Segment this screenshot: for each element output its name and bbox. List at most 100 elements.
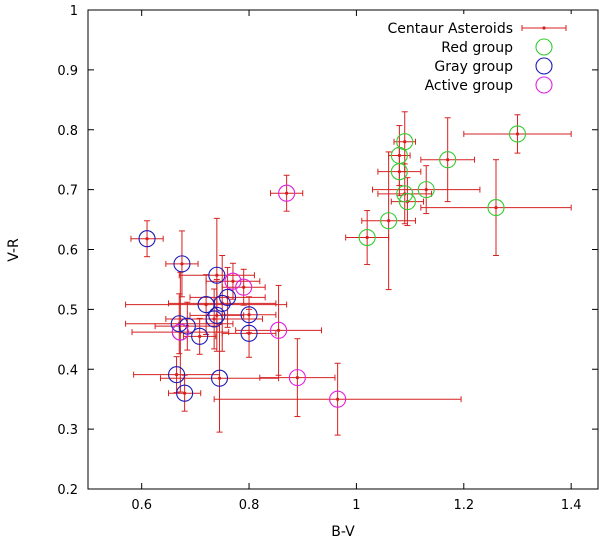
legend-marker-red-group	[535, 38, 553, 56]
active-group-point	[224, 272, 242, 290]
legend-markers	[521, 25, 567, 94]
legend-marker-gray-group	[535, 57, 553, 75]
data-point-errorbar	[189, 278, 245, 352]
x-tick-label: 1.4	[561, 498, 582, 513]
y-tick-label: 0.9	[57, 64, 78, 79]
legend-label-gray-group: Gray group	[434, 59, 513, 75]
data-point-dot	[247, 331, 251, 335]
data-point-dot	[336, 397, 340, 401]
gray-group-point	[168, 366, 186, 384]
y-tick-label: 0.6	[57, 244, 78, 259]
y-tick-label: 0.7	[57, 184, 78, 199]
data-point-dot	[276, 328, 281, 332]
data-point-dot	[403, 140, 407, 144]
x-tick-label: 0.8	[239, 498, 260, 513]
x-tick-label: 1	[352, 498, 360, 513]
x-tick-label: 0.6	[131, 498, 152, 513]
data-point-errorbar	[221, 308, 277, 358]
data-point-dot	[145, 237, 149, 241]
data-point-errorbar	[213, 362, 462, 436]
active-group-point	[278, 184, 296, 202]
data-point-errorbar	[372, 165, 481, 215]
legend-label-red-group: Red group	[441, 40, 513, 56]
data-point-errorbar	[165, 230, 199, 298]
gray-group-point	[208, 306, 226, 324]
data-point-dot	[183, 391, 187, 395]
x-tick-label: 1.2	[453, 498, 474, 513]
data-point-dot	[515, 132, 520, 136]
x-axis-ticks: 0.6 0.8 1 1.2 1.4	[131, 10, 582, 513]
legend-errorbar-dot	[542, 26, 546, 30]
gray-group-point	[240, 306, 258, 324]
red-group-point	[380, 212, 398, 230]
red-group-point	[508, 125, 527, 143]
data-point-errorbar	[168, 374, 202, 412]
gray-group-point	[173, 255, 191, 273]
gray-group-point	[191, 327, 209, 345]
data-point-errorbar	[345, 210, 390, 265]
legend: Centaur Asteroids Red group Gray group A…	[358, 14, 580, 96]
data-point-errorbar	[361, 151, 416, 291]
red-group-point	[396, 185, 414, 203]
data-point-dot	[212, 317, 216, 321]
data-point-dot	[217, 376, 222, 380]
gray-group-point	[205, 310, 223, 328]
data-point-errorbar	[235, 284, 323, 376]
gray-group-point	[210, 369, 229, 387]
gray-group-point	[178, 317, 196, 335]
data-point-errorbar	[259, 338, 336, 418]
legend-marker-active-group	[535, 76, 553, 94]
gray-group-point	[138, 230, 156, 248]
red-group-point	[390, 163, 408, 181]
data-point-dot	[215, 273, 219, 277]
data-point-errorbar	[420, 159, 572, 256]
data-point-dot	[198, 334, 202, 338]
data-point-dot	[365, 235, 369, 240]
y-tick-label: 1	[70, 4, 78, 19]
data-point-errorbar	[130, 220, 164, 258]
data-point-errorbar	[420, 117, 476, 203]
x-axis-label: B-V	[331, 524, 355, 540]
red-group-point	[439, 151, 457, 169]
data-point-dot	[215, 313, 219, 317]
gray-group-point	[240, 324, 258, 342]
data-point-dot	[397, 170, 401, 174]
data-point-dot	[295, 376, 299, 380]
data-point-errorbar	[125, 274, 288, 336]
gray-group-point	[170, 315, 188, 333]
gray-group-point	[219, 288, 237, 306]
active-group-point	[235, 278, 253, 296]
data-point-errorbar	[463, 114, 572, 154]
data-point-dot	[424, 188, 428, 192]
y-tick-label: 0.4	[57, 363, 78, 378]
data-point-dot	[231, 279, 235, 283]
active-group-point	[288, 369, 306, 387]
data-point-errorbar	[133, 356, 221, 394]
data-point-dot	[494, 205, 498, 210]
data-point-errorbar	[159, 323, 280, 433]
legend-label-active-group: Active group	[425, 78, 514, 94]
y-tick-label: 0.2	[57, 483, 78, 498]
y-tick-label: 0.8	[57, 124, 78, 139]
red-group-point	[398, 193, 416, 211]
data-point-dot	[285, 191, 289, 195]
data-point-dot	[446, 158, 450, 162]
y-tick-label: 0.5	[57, 303, 78, 318]
gray-group-point	[213, 294, 231, 312]
data-point-dot	[242, 285, 246, 289]
active-group-point	[171, 323, 189, 341]
data-point-dot	[180, 262, 184, 266]
data-point-errorbar	[270, 174, 304, 212]
active-group-point	[329, 390, 347, 408]
legend-label-centaur-asteroids: Centaur Asteroids	[388, 21, 513, 37]
y-axis-ticks: 0.2 0.3 0.4 0.5 0.6 0.7 0.8 0.9 1	[57, 4, 598, 498]
red-group-point	[487, 199, 505, 217]
data-point-errorbar	[183, 317, 217, 355]
y-tick-label: 0.3	[57, 423, 78, 438]
gray-group-point	[208, 266, 226, 284]
plot-area	[125, 111, 572, 436]
gray-group-point	[176, 384, 194, 402]
data-point-errorbar	[165, 288, 263, 350]
data-point-dot	[387, 219, 391, 223]
